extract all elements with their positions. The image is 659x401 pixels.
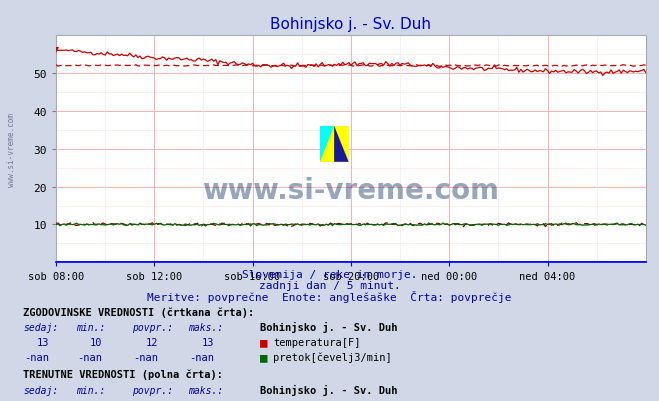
Text: 13: 13 bbox=[202, 337, 214, 347]
Text: min.:: min.: bbox=[76, 385, 105, 395]
Text: Bohinjsko j. - Sv. Duh: Bohinjsko j. - Sv. Duh bbox=[260, 321, 398, 332]
Text: 52: 52 bbox=[146, 400, 158, 401]
Text: -nan: -nan bbox=[189, 352, 214, 363]
Text: -nan: -nan bbox=[24, 352, 49, 363]
Text: 12: 12 bbox=[146, 337, 158, 347]
Text: povpr.:: povpr.: bbox=[132, 322, 173, 332]
Polygon shape bbox=[334, 126, 349, 162]
Text: ZGODOVINSKE VREDNOSTI (črtkana črta):: ZGODOVINSKE VREDNOSTI (črtkana črta): bbox=[23, 306, 254, 317]
Text: temperatura[F]: temperatura[F] bbox=[273, 400, 361, 401]
Text: ■: ■ bbox=[260, 398, 268, 401]
Text: sedaj:: sedaj: bbox=[23, 385, 58, 395]
Text: sedaj:: sedaj: bbox=[23, 322, 58, 332]
Text: TRENUTNE VREDNOSTI (polna črta):: TRENUTNE VREDNOSTI (polna črta): bbox=[23, 369, 223, 379]
Text: povpr.:: povpr.: bbox=[132, 385, 173, 395]
Text: www.si-vreme.com: www.si-vreme.com bbox=[7, 112, 16, 186]
Text: min.:: min.: bbox=[76, 322, 105, 332]
Title: Bohinjsko j. - Sv. Duh: Bohinjsko j. - Sv. Duh bbox=[270, 17, 432, 32]
Text: ■: ■ bbox=[260, 350, 268, 363]
Text: zadnji dan / 5 minut.: zadnji dan / 5 minut. bbox=[258, 281, 401, 291]
Text: 50: 50 bbox=[37, 400, 49, 401]
Polygon shape bbox=[320, 126, 334, 162]
Text: Slovenija / reke in morje.: Slovenija / reke in morje. bbox=[242, 269, 417, 279]
Text: 56: 56 bbox=[202, 400, 214, 401]
Text: Bohinjsko j. - Sv. Duh: Bohinjsko j. - Sv. Duh bbox=[260, 384, 398, 395]
Text: maks.:: maks.: bbox=[188, 385, 223, 395]
Text: -nan: -nan bbox=[133, 352, 158, 363]
Text: maks.:: maks.: bbox=[188, 322, 223, 332]
Text: -nan: -nan bbox=[77, 352, 102, 363]
Text: pretok[čevelj3/min]: pretok[čevelj3/min] bbox=[273, 352, 392, 363]
Text: temperatura[F]: temperatura[F] bbox=[273, 337, 361, 347]
Text: www.si-vreme.com: www.si-vreme.com bbox=[202, 176, 500, 204]
Text: 10: 10 bbox=[90, 337, 102, 347]
Text: ■: ■ bbox=[260, 335, 268, 348]
Text: 13: 13 bbox=[37, 337, 49, 347]
Text: Meritve: povprečne  Enote: anglešaške  Črta: povprečje: Meritve: povprečne Enote: anglešaške Črt… bbox=[147, 290, 512, 302]
Polygon shape bbox=[320, 126, 349, 162]
Text: 50: 50 bbox=[90, 400, 102, 401]
